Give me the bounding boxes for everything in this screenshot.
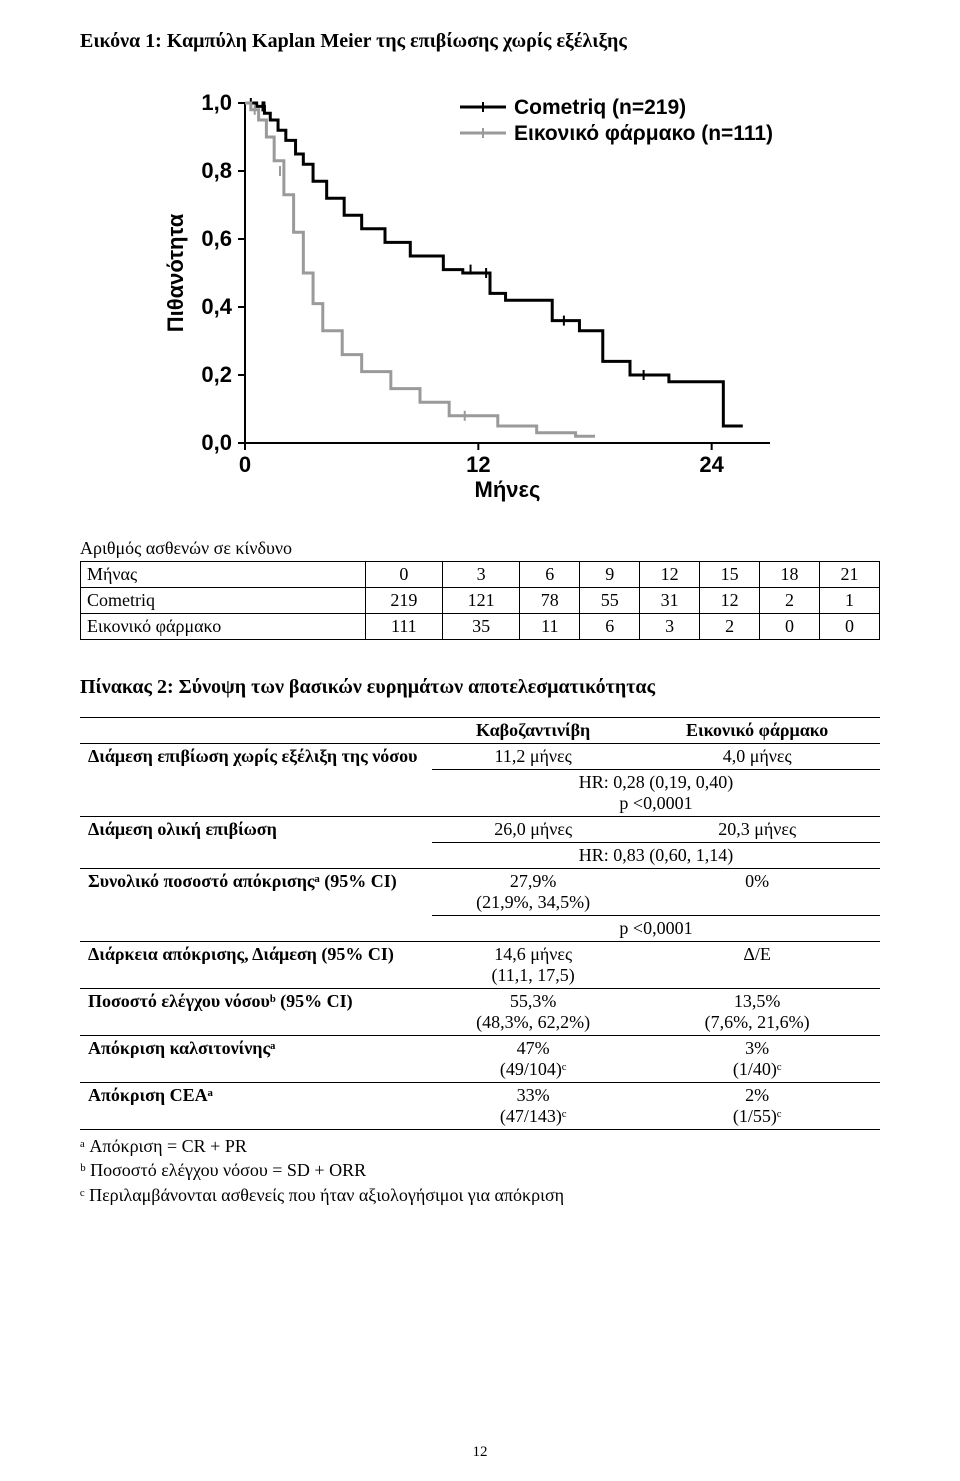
- svg-text:1,0: 1,0: [201, 90, 232, 115]
- svg-text:0,2: 0,2: [201, 362, 232, 387]
- svg-text:Πιθανότητα: Πιθανότητα: [163, 213, 188, 332]
- footnotes: ᵃ Απόκριση = CR + PRᵇ Ποσοστό ελέγχου νό…: [80, 1134, 880, 1207]
- page: Εικόνα 1: Καμπύλη Kaplan Meier της επιβί…: [0, 0, 960, 1481]
- risk-caption: Αριθμός ασθενών σε κίνδυνο: [80, 538, 880, 559]
- svg-text:24: 24: [699, 452, 724, 477]
- table2-title: Πίνακας 2: Σύνοψη των βασικών ευρημάτων …: [80, 676, 880, 699]
- efficacy-table: ΚαβοζαντινίβηΕικονικό φάρμακοΔιάμεση επι…: [80, 717, 880, 1130]
- svg-text:Μήνες: Μήνες: [475, 477, 541, 502]
- svg-text:Εικονικό φάρμακο (n=111): Εικονικό φάρμακο (n=111): [514, 122, 773, 145]
- page-number: 12: [0, 1444, 960, 1461]
- figure-title: Εικόνα 1: Καμπύλη Kaplan Meier της επιβί…: [80, 30, 880, 53]
- svg-text:0,6: 0,6: [201, 226, 232, 251]
- svg-text:0,8: 0,8: [201, 158, 232, 183]
- svg-text:Cometriq (n=219): Cometriq (n=219): [514, 96, 686, 119]
- svg-text:0,0: 0,0: [201, 430, 232, 455]
- svg-text:12: 12: [466, 452, 490, 477]
- km-chart-svg: 0,0 0,2 0,4 0,6 0,8 1,0 0 12 24 Μήνες Πιθανότητα Co…: [150, 83, 790, 503]
- svg-text:0: 0: [239, 452, 251, 477]
- km-chart: 0,0 0,2 0,4 0,6 0,8 1,0 0 12 24 Μήνες Πιθανότητα Co…: [150, 83, 790, 508]
- risk-table: Μήνας036912151821Cometriq219121785531122…: [80, 561, 880, 640]
- svg-text:0,4: 0,4: [201, 294, 232, 319]
